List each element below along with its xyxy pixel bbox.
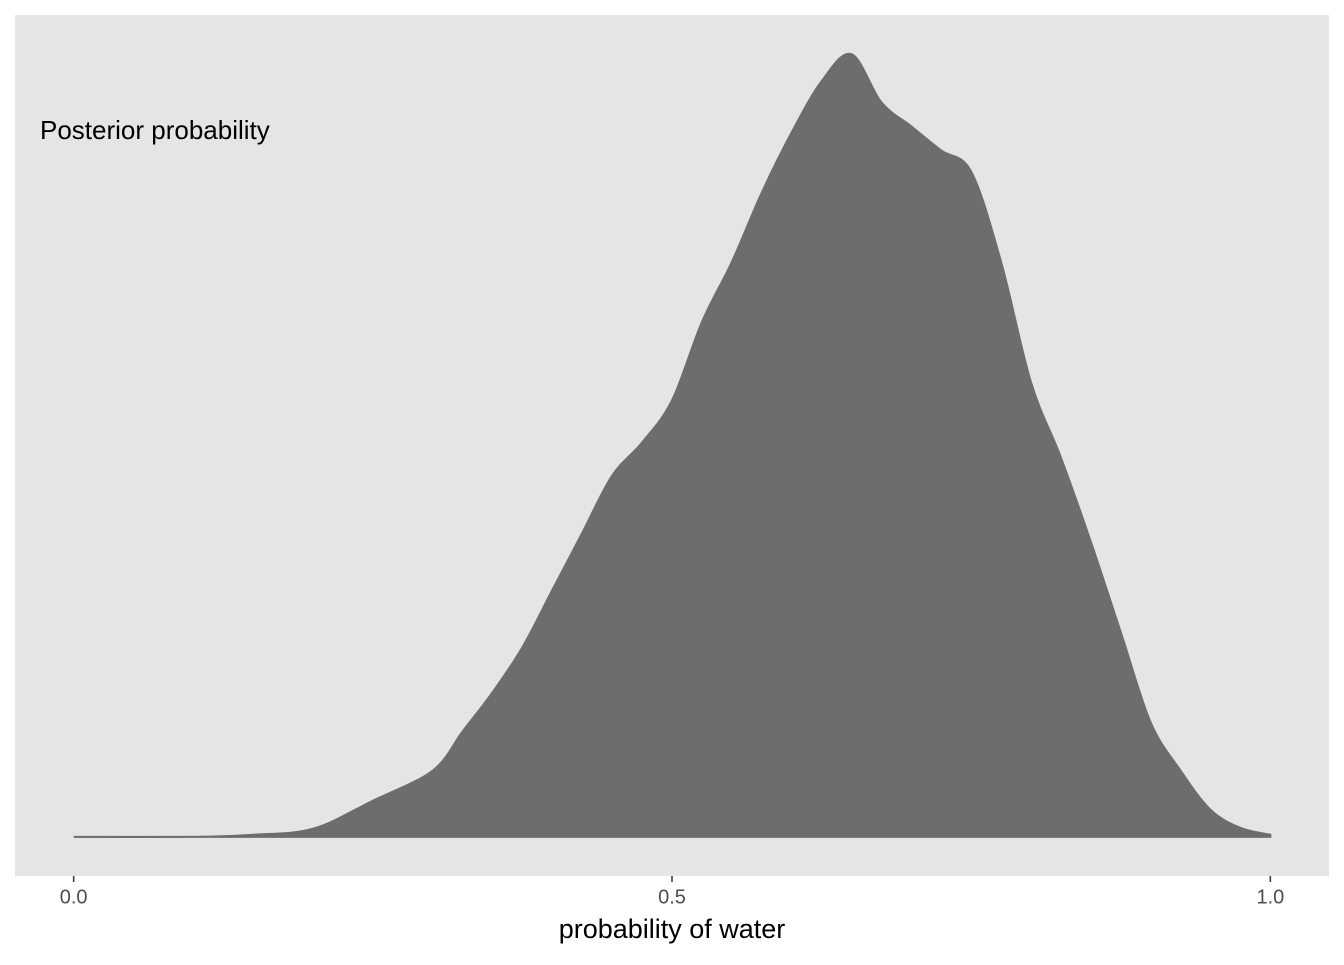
x-axis-title: probability of water bbox=[559, 914, 786, 944]
x-tick-label: 0.0 bbox=[60, 886, 88, 908]
density-area bbox=[73, 52, 1272, 839]
annotation: Posterior probability bbox=[40, 115, 270, 145]
x-tick-label: 0.5 bbox=[658, 886, 686, 908]
x-tick-label: 1.0 bbox=[1256, 886, 1284, 908]
